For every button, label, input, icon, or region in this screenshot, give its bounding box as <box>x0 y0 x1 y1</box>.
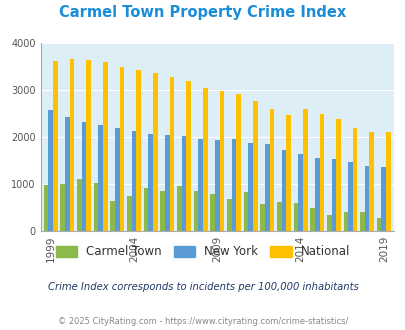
Bar <box>169 77 174 231</box>
Bar <box>69 59 74 231</box>
Bar <box>281 149 286 231</box>
Bar <box>319 114 323 231</box>
Bar <box>264 145 269 231</box>
Text: Crime Index corresponds to incidents per 100,000 inhabitants: Crime Index corresponds to incidents per… <box>47 282 358 292</box>
Bar <box>77 179 81 231</box>
Bar <box>247 143 252 231</box>
Bar <box>110 201 115 231</box>
Bar <box>210 194 214 231</box>
Bar <box>369 132 373 231</box>
Bar <box>343 212 347 231</box>
Bar <box>352 128 357 231</box>
Bar <box>226 200 231 231</box>
Bar <box>65 117 69 231</box>
Bar <box>252 101 257 231</box>
Bar <box>276 202 281 231</box>
Bar <box>48 110 53 231</box>
Bar <box>309 208 314 231</box>
Bar <box>53 61 58 231</box>
Bar <box>385 132 390 231</box>
Bar <box>286 115 290 231</box>
Bar <box>81 122 86 231</box>
Bar <box>43 185 48 231</box>
Text: © 2025 CityRating.com - https://www.cityrating.com/crime-statistics/: © 2025 CityRating.com - https://www.city… <box>58 317 347 326</box>
Bar <box>181 137 186 231</box>
Bar <box>293 203 297 231</box>
Bar <box>359 212 364 231</box>
Bar <box>364 166 369 231</box>
Bar <box>243 192 247 231</box>
Bar <box>143 188 148 231</box>
Bar <box>231 139 236 231</box>
Bar <box>302 109 307 231</box>
Bar <box>186 81 190 231</box>
Bar <box>164 135 169 231</box>
Bar <box>381 167 385 231</box>
Bar <box>93 183 98 231</box>
Bar <box>115 128 119 231</box>
Bar <box>297 154 302 231</box>
Bar <box>102 62 107 231</box>
Bar <box>60 184 65 231</box>
Bar <box>376 218 381 231</box>
Bar <box>177 186 181 231</box>
Bar <box>119 67 124 231</box>
Bar <box>219 91 224 231</box>
Bar <box>160 191 164 231</box>
Bar <box>347 162 352 231</box>
Bar <box>269 109 273 231</box>
Bar <box>193 191 198 231</box>
Bar <box>202 87 207 231</box>
Bar <box>98 125 102 231</box>
Bar <box>335 119 340 231</box>
Bar <box>153 73 157 231</box>
Legend: Carmel Town, New York, National: Carmel Town, New York, National <box>52 242 353 262</box>
Bar <box>326 215 331 231</box>
Bar <box>214 140 219 231</box>
Text: Carmel Town Property Crime Index: Carmel Town Property Crime Index <box>59 5 346 20</box>
Bar <box>136 70 141 231</box>
Bar <box>198 139 202 231</box>
Bar <box>148 134 153 231</box>
Bar <box>331 159 335 231</box>
Bar <box>131 131 136 231</box>
Bar <box>86 60 91 231</box>
Bar <box>127 196 131 231</box>
Bar <box>236 94 240 231</box>
Bar <box>260 204 264 231</box>
Bar <box>314 158 319 231</box>
